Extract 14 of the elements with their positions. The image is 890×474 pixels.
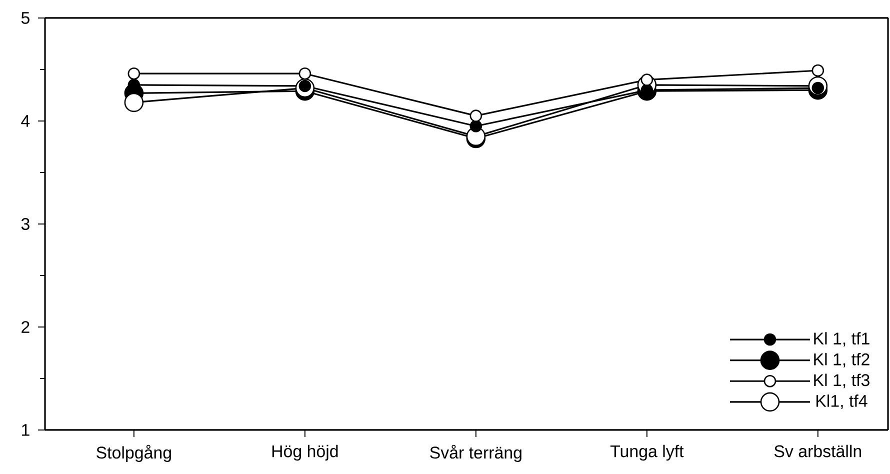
x-tick-label: Sv arbställn bbox=[774, 444, 862, 458]
x-tick-label: Stolpgång bbox=[96, 444, 171, 462]
legend-label: Kl 1, tf2 bbox=[814, 352, 870, 368]
legend-label: Kl1, tf4 bbox=[816, 394, 868, 409]
y-tick-label: 1 bbox=[22, 424, 30, 436]
y-tick-label: 5 bbox=[21, 12, 30, 24]
x-tick-label: Svår terräng bbox=[430, 444, 522, 462]
legend-label: Kl 1, tf1 bbox=[814, 332, 870, 347]
legend-label: Kl 1, tf3 bbox=[814, 374, 870, 388]
y-tick-label: 4 bbox=[21, 115, 30, 127]
x-tick-label: Hög höjd bbox=[272, 444, 338, 461]
y-tick-label: 2 bbox=[22, 321, 30, 333]
y-tick-label: 3 bbox=[21, 218, 30, 230]
x-tick-label: Tunga lyft bbox=[610, 444, 684, 461]
